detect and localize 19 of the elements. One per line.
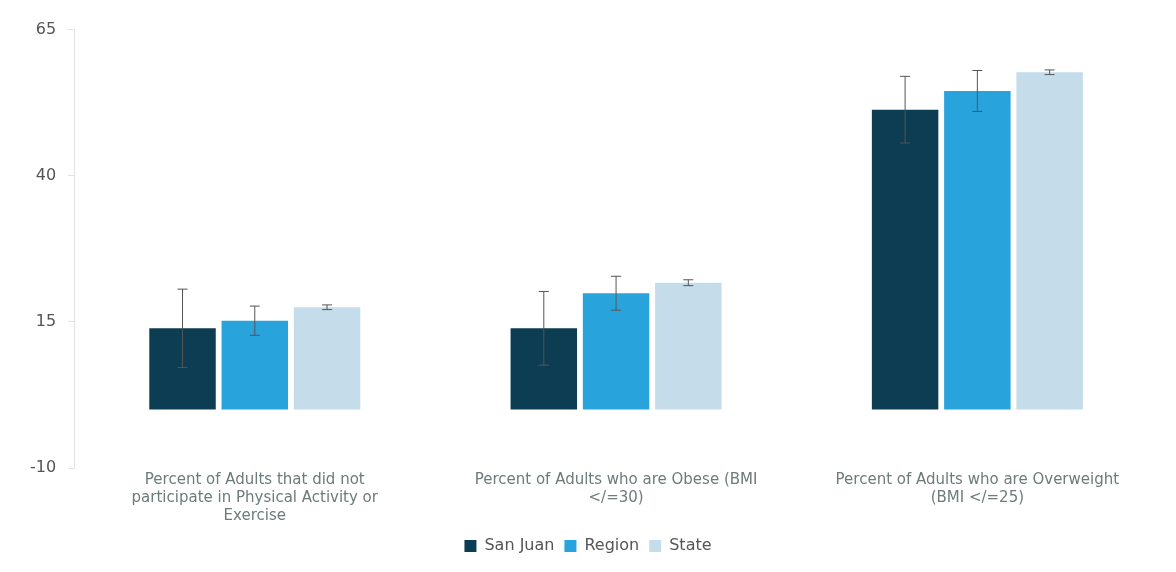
legend-label: San Juan (484, 535, 555, 555)
x-tick-label: Percent of Adults who are Overweight (BMI </=25) (835, 469, 1120, 506)
y-tick-label: 40 (35, 164, 57, 184)
legend-label: State (669, 535, 712, 555)
bar (655, 282, 722, 410)
y-tick-label: 15 (35, 311, 57, 331)
x-tick-label: Percent of Adults who are Obese (BMI </=30) (474, 469, 758, 506)
legend-label: Region (584, 535, 640, 555)
bar (1016, 72, 1083, 410)
y-tick-label: 65 (35, 18, 57, 38)
bar (582, 293, 650, 410)
bar (293, 307, 361, 410)
bar (944, 90, 1011, 410)
x-tick-label: Percent of Adults that did not participate in Physical Activity or Exercise (131, 469, 379, 524)
bar (871, 109, 939, 410)
bar (221, 320, 289, 410)
y-tick-label: -10 (29, 457, 57, 477)
bar (510, 328, 578, 410)
bar (149, 328, 216, 410)
